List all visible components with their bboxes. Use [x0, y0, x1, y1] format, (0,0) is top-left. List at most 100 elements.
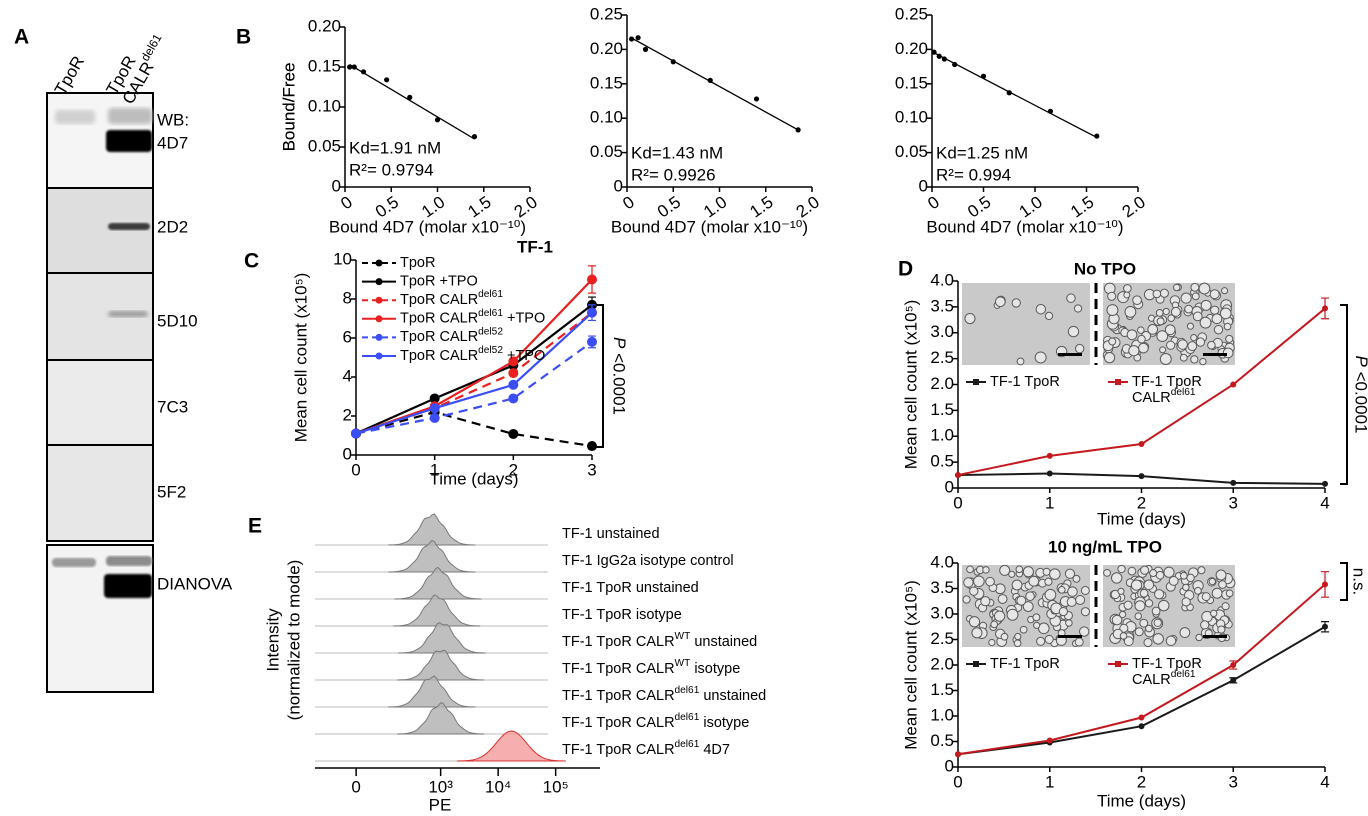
cell [1144, 599, 1154, 608]
cell [1179, 627, 1191, 639]
cell [973, 575, 985, 588]
histogram [456, 730, 566, 762]
antibody-label: 5D10 [157, 311, 198, 330]
y-tick-label: 0.10 [308, 96, 341, 115]
histogram [398, 622, 486, 654]
cell [997, 594, 1008, 604]
cell [980, 596, 991, 607]
cell [971, 627, 983, 639]
cell [1103, 568, 1111, 577]
y-tick-label: 8 [343, 288, 352, 307]
cell [1153, 618, 1162, 628]
x-tick-label: 0 [953, 493, 962, 512]
cell [964, 312, 976, 325]
series-line [355, 311, 593, 435]
cell [1186, 322, 1195, 330]
cell [1022, 566, 1034, 578]
x-tick-label: 0 [619, 192, 638, 213]
marker [429, 412, 440, 423]
x-tick-label: 10⁵ [543, 777, 569, 796]
cell [1208, 577, 1217, 586]
antibody-label: DIANOVA [157, 574, 233, 593]
point [351, 64, 357, 70]
cell [1123, 600, 1133, 610]
cell [1058, 607, 1068, 617]
cell [1210, 305, 1220, 315]
x-tick-label: 3 [587, 460, 596, 479]
point [952, 61, 958, 68]
blot-band [55, 110, 95, 124]
legend-marker [375, 333, 383, 341]
point [753, 96, 760, 102]
cell [985, 576, 995, 587]
legend-label: TF-1 TpoR [990, 656, 1060, 672]
cell [1223, 322, 1232, 331]
y-tick-label: 4 [343, 366, 352, 385]
marker [508, 368, 519, 379]
cell [1014, 632, 1022, 641]
marker [351, 428, 361, 439]
cell [1127, 566, 1137, 576]
y-tick-label: 2.5 [930, 348, 954, 367]
marker [1138, 714, 1145, 721]
y-tick-label: 1.5 [930, 680, 954, 699]
cell [1159, 346, 1167, 354]
cell [1117, 587, 1125, 595]
cell [1209, 289, 1220, 300]
cell [1182, 583, 1190, 592]
annotation: P <0.0001 [1352, 356, 1368, 434]
cell [962, 595, 971, 604]
scale-bar [1058, 635, 1082, 638]
cell [994, 296, 1006, 308]
cell [1134, 627, 1144, 637]
x-axis-label: Bound 4D7 (molar x10⁻¹⁰) [611, 217, 808, 236]
y-tick-label: 0.20 [895, 39, 928, 58]
point [941, 56, 947, 62]
cell [1191, 292, 1200, 301]
cell [1006, 608, 1019, 621]
y-tick-label: 0 [332, 176, 341, 195]
x-tick-label: 0 [924, 192, 943, 213]
legend-marker [1115, 661, 1121, 667]
cell [1151, 606, 1161, 616]
cell [1152, 633, 1164, 645]
lane-label: TpoR CALRdel61 [103, 24, 173, 108]
marker [587, 441, 597, 452]
histogram [388, 513, 476, 546]
cell [1165, 340, 1176, 350]
cell [1219, 307, 1232, 320]
marker [587, 336, 597, 347]
row-label: TF-1 unstained [562, 526, 660, 542]
y-tick-label: 2.0 [930, 654, 954, 673]
legend-label: TF-1 TpoR [990, 374, 1060, 390]
cell [1119, 632, 1128, 640]
cell [1194, 586, 1202, 595]
cell [1181, 597, 1191, 607]
cell [1067, 325, 1080, 338]
marker [1230, 677, 1237, 684]
wb-label: WB: [157, 110, 189, 129]
blot-band [108, 108, 152, 124]
cell [1107, 291, 1117, 301]
cell [1079, 626, 1090, 637]
y-tick-label: 0.15 [895, 73, 928, 92]
marker [587, 274, 597, 285]
y-tick-label: 10 [333, 249, 352, 268]
cell [1222, 347, 1234, 359]
cell [1111, 614, 1123, 626]
y-tick-label: 3.0 [930, 322, 954, 341]
point [670, 59, 676, 65]
x-tick-label: 2 [509, 460, 518, 479]
row-label: TF-1 TpoR unstained [562, 580, 699, 596]
row-label: TF-1 TpoR CALRWT unstained [562, 631, 757, 650]
y-axis-label: Mean cell count (x10⁵) [901, 300, 920, 470]
cell [1066, 596, 1077, 607]
cell [1163, 566, 1175, 578]
cell [1186, 573, 1195, 583]
point [347, 64, 353, 70]
cell [1022, 601, 1034, 612]
cell [1195, 633, 1203, 642]
cell [1177, 339, 1188, 350]
point [384, 77, 390, 83]
bracket [1340, 304, 1348, 485]
